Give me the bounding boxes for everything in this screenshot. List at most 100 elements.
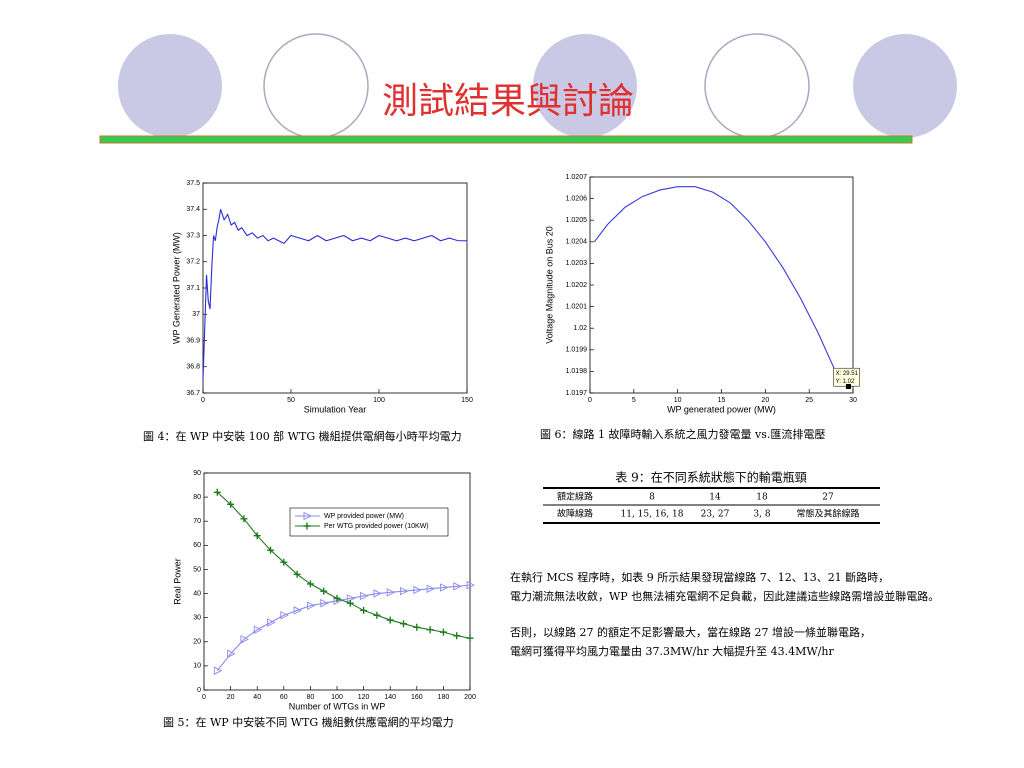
y-tick-label: 60: [193, 542, 201, 549]
y-tick-label: 20: [193, 639, 201, 646]
marker: [306, 601, 316, 610]
y-tick-label: 1.0207: [566, 174, 588, 181]
y-tick-label: 37.5: [186, 180, 200, 187]
marker: [333, 594, 341, 602]
marker: [280, 558, 288, 566]
table-cell: 故障線路: [557, 508, 593, 520]
marker: [320, 587, 328, 595]
marker: [240, 635, 249, 644]
marker: [439, 628, 447, 636]
y-tick-label: 1.02: [573, 325, 587, 332]
table-cell: 3, 8: [753, 510, 770, 520]
y-tick-label: 40: [193, 590, 201, 597]
plot-area: [589, 176, 854, 394]
y-tick-label: 1.0199: [566, 347, 588, 354]
marker: [413, 623, 421, 631]
x-tick-label: 140: [384, 694, 396, 701]
datatip-text: Y: 1.02: [836, 379, 855, 385]
y-tick-label: 1.0198: [566, 368, 588, 375]
x-tick-label: 20: [227, 694, 235, 701]
table: 表 9：在不同系統狀態下的輸電瓶頸: [543, 470, 880, 524]
x-tick-label: 180: [438, 694, 450, 701]
x-tick-label: 10: [674, 397, 682, 404]
y-tick-label: 1.0197: [566, 390, 588, 397]
caption: 圖 4：在 WP 中安裝 100 部 WTG 機組提供電網每小時平均電力: [143, 429, 462, 443]
marker: [253, 625, 263, 634]
marker: [453, 632, 461, 640]
y-tick-label: 37.2: [186, 259, 200, 266]
marker: [400, 586, 409, 596]
marker: [227, 649, 236, 659]
marker: [303, 511, 313, 521]
y-axis-label: WP Generated Power (MW): [171, 232, 181, 344]
x-tick-label: 5: [632, 397, 636, 404]
marker: [360, 606, 368, 614]
table-cell: 23, 27: [701, 510, 730, 520]
marker: [240, 515, 248, 523]
x-tick-label: 200: [464, 694, 476, 701]
marker: [426, 584, 436, 593]
x-tick-label: 30: [849, 397, 857, 404]
y-tick-label: 1.0201: [566, 303, 588, 310]
x-tick-label: 100: [331, 694, 343, 701]
marker: [253, 532, 261, 540]
marker: [413, 585, 422, 595]
legend: [289, 507, 449, 537]
y-tick-label: 37.4: [186, 206, 200, 213]
y-tick-label: 0: [197, 687, 201, 694]
data-line: [202, 209, 467, 380]
table-cell: 14: [709, 493, 721, 503]
y-tick-label: 1.0204: [566, 239, 588, 246]
x-tick-label: 150: [461, 397, 473, 404]
y-tick-label: 1.0206: [566, 195, 588, 202]
table-cell: 27: [822, 493, 834, 503]
marker: [400, 620, 407, 628]
caption: 圖 5：在 WP 中安裝不同 WTG 機組數供應電網的平均電力: [163, 715, 454, 729]
x-axis-label: Number of WTGs in WP: [289, 701, 386, 711]
legend-label: Per WTG provided power (10KW): [324, 523, 429, 530]
x-tick-label: 50: [287, 397, 295, 404]
title-bar: [99, 135, 913, 144]
x-tick-label: 0: [588, 397, 592, 404]
y-tick-label: 37.3: [186, 232, 200, 239]
marker: [466, 580, 476, 590]
y-tick-label: 10: [193, 663, 201, 670]
x-axis-label: WP generated power (MW): [667, 404, 776, 414]
marker: [227, 500, 235, 508]
paragraph: 在執行 MCS 程序時，如表 9 所示結果發現當線路 7、12、13、21 斷路…: [510, 570, 889, 584]
y-tick-label: 37.1: [186, 285, 200, 292]
marker: [293, 570, 301, 578]
marker: [306, 580, 314, 588]
marker: [346, 599, 354, 607]
x-tick-label: 100: [373, 397, 385, 404]
table-title: 表 9：在不同系統狀態下的輸電瓶頸: [615, 470, 806, 485]
y-tick-label: 90: [193, 470, 201, 477]
y-axis-label: Real Power: [172, 558, 182, 605]
table-cell: 18: [756, 493, 768, 503]
marker: [373, 611, 381, 619]
paragraph: 否則，以線路 27 的額定不足影響最大，當在線路 27 增設一條並聯電路，: [510, 625, 871, 639]
x-tick-label: 0: [201, 397, 205, 404]
x-tick-label: 60: [280, 694, 288, 701]
deco-circle: [704, 33, 810, 139]
marker: [267, 546, 274, 554]
x-tick-label: 160: [411, 694, 423, 701]
paragraph: 電力潮流無法收斂，WP 也無法補充電網不足負載，因此建議這些線路需增設並聯電路。: [510, 589, 939, 603]
x-tick-label: 0: [202, 694, 206, 701]
x-tick-label: 40: [253, 694, 261, 701]
y-tick-label: 1.0202: [566, 282, 588, 289]
deco-circle: [118, 34, 222, 138]
datatip-text: X: 29.51: [836, 371, 859, 377]
y-tick-label: 1.0203: [566, 260, 588, 267]
marker: [386, 616, 394, 624]
marker: [320, 598, 329, 608]
deco-circle: [263, 33, 369, 139]
x-axis-label: Simulation Year: [304, 404, 367, 414]
plot-area: [203, 472, 471, 691]
x-tick-label: 20: [761, 397, 769, 404]
legend-label: WP provided power (MW): [324, 513, 404, 520]
y-axis-label: Voltage Magnitude on Bus 20: [544, 226, 554, 344]
slide-title: 測試結果與討論: [382, 81, 634, 122]
marker: [453, 582, 462, 591]
